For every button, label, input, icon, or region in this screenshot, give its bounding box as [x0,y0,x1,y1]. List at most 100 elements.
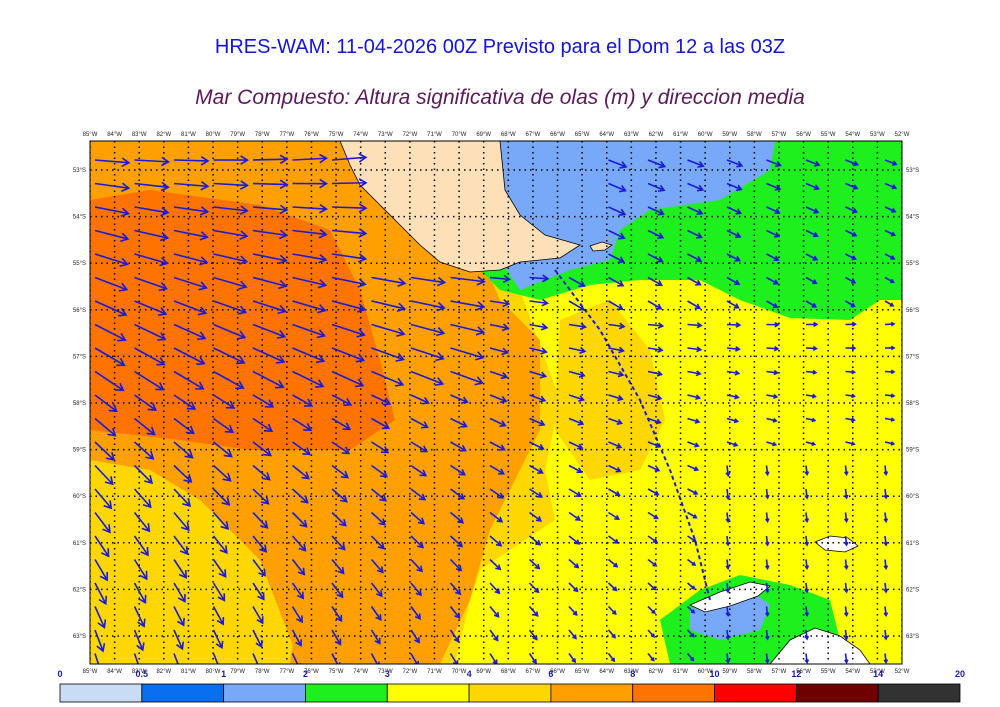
wave-arrow-head [611,610,617,616]
wave-arrow-head [533,587,540,594]
wave-arrow-shaft [805,276,817,284]
lon-label-bottom: 66°W [550,669,565,675]
wave-arrow-head [578,280,586,288]
wave-arrow-head [215,640,224,650]
wave-arrow-head [693,466,700,472]
wave-arrow-head [734,279,741,286]
wave-arrow-shaft [726,488,729,499]
wave-arrow-head [275,379,285,389]
wave-arrow-head [147,402,158,411]
wave-arrow-head [804,518,810,523]
wave-arrow-shaft [607,605,617,615]
wave-arrow-shaft [647,582,656,591]
wave-arrow-head [773,279,779,285]
wave-arrow-shaft [608,441,622,449]
wave-arrow-head [197,306,208,316]
wave-arrow-head [725,565,731,570]
wave-arrow-head [160,206,170,217]
wave-arrow-head [178,570,188,580]
wave-arrow-shaft [726,323,740,326]
wave-arrow-head [263,423,274,433]
wave-arrow-shaft [410,511,425,525]
wave-arrow-head [812,255,819,261]
lon-label-top: 71°W [427,132,442,138]
wave-arrow-head [315,354,326,364]
wave-arrow-shaft [805,394,816,398]
wave-arrow-shaft [370,582,383,597]
lon-label-top: 67°W [526,132,541,138]
wave-arrow-shaft [371,276,406,285]
lon-label-bottom: 84°W [107,669,122,675]
wave-arrow-head [725,635,731,641]
wave-arrow-head [502,274,511,284]
wave-arrow-head [535,539,542,546]
wave-arrow-head [108,403,118,413]
lat-label-left: 55°S [73,261,86,267]
wave-arrow-shaft [647,558,657,567]
wave-arrow-shaft [687,323,702,327]
wave-arrow-head [416,565,424,573]
wave-arrow-shaft [291,582,304,599]
wave-arrow-head [804,659,810,664]
wave-arrow-head [356,328,366,338]
wave-arrow-head [436,276,447,287]
wave-arrow-head [774,208,781,215]
wave-arrow-shaft [647,394,662,400]
wave-arrow-head [657,322,665,329]
wave-arrow-shaft [213,276,247,288]
lon-label-top: 76°W [304,132,319,138]
wave-arrow-head [145,450,155,460]
wave-arrow-shaft [687,300,701,309]
wave-arrow-shaft [647,605,656,614]
wave-arrow-shaft [647,276,663,286]
wave-arrow-shaft [252,629,263,647]
wave-arrow-shaft [213,182,248,187]
colorbar-segment [305,683,388,703]
wave-arrow-head [216,617,225,626]
wave-arrow-head [303,422,313,431]
wave-arrow-head [159,231,170,242]
wave-arrow-head [735,321,742,328]
wave-arrow-shaft [134,323,166,340]
wave-arrow-shaft [173,582,186,602]
wave-arrow-shaft [370,558,384,573]
wave-arrow-shaft [529,488,543,498]
wave-arrow-shaft [331,206,367,209]
wave-arrow-head [652,562,658,567]
wave-arrow-shaft [529,300,548,305]
wave-arrow-shaft [687,441,699,447]
wave-arrow-head [695,256,703,263]
wave-arrow-shaft [370,511,386,526]
wave-arrow-shaft [766,441,776,446]
wave-arrow-head [179,546,189,556]
wave-arrow-shaft [647,488,659,496]
wave-arrow-shaft [291,606,303,623]
colorbar-segment [223,683,306,703]
wave-arrow-head [421,397,430,405]
wave-arrow-head [765,635,770,641]
wave-arrow-head [98,595,108,606]
wave-arrow-head [374,661,380,664]
lon-label-bottom: 55°W [821,669,836,675]
lat-label-right: 58°S [906,401,919,407]
wave-arrow-head [336,590,344,599]
wave-arrow-head [259,544,268,553]
wave-arrow-head [811,393,817,399]
wave-arrow-head [304,398,314,407]
wave-arrow-head [579,322,588,331]
wave-arrow-head [613,538,620,544]
wave-arrow-shaft [489,582,500,594]
colorbar-segment [877,683,961,703]
wave-arrow-head [532,635,538,641]
wave-arrow-head [436,301,446,312]
wave-arrow-shaft [133,441,154,460]
wave-arrow-shaft [331,370,364,387]
wave-arrow-shaft [252,158,288,161]
wave-arrow-shaft [529,276,549,280]
wave-arrow-head [342,422,352,430]
wave-arrow-head [696,346,703,353]
wave-arrow-shaft [647,417,661,424]
wave-arrow-head [578,395,586,402]
lon-label-bottom: 72°W [403,669,418,675]
